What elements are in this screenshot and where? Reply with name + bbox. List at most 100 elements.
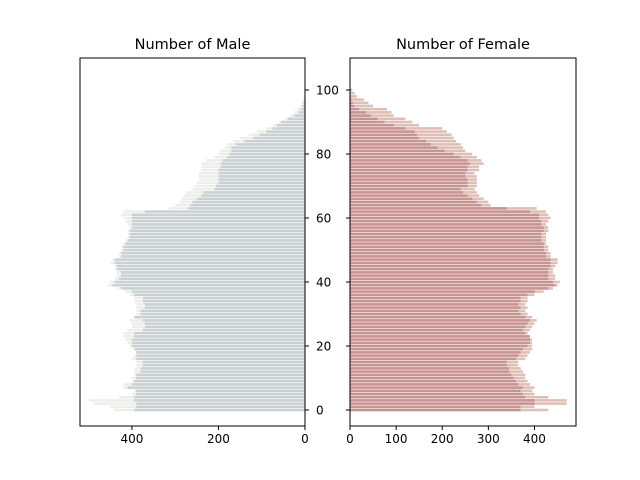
female-bar-age-18 [350,351,521,354]
female-bar-age-51 [350,245,544,249]
female-bar-age-86 [350,133,417,137]
female-bar-age-98 [350,95,357,98]
male-bar-age-47 [114,258,306,261]
male-bar-age-41 [118,277,305,281]
female-bar-age-13 [350,367,510,370]
male-x-tick-label-0: 400 [120,432,143,446]
male-bar-age-66 [196,197,305,201]
female-x-tick-label-0: 0 [346,432,354,446]
male-bar-age-42 [121,274,305,277]
male-bar-age-74 [218,171,305,175]
male-bar-age-67 [201,194,305,197]
female-bar-age-58 [350,223,542,226]
female-bar-age-71 [350,181,468,185]
female-bar-age-94 [350,107,360,111]
female-bar-age-62 [350,210,530,213]
female-bar-age-24 [350,331,526,335]
female-bar-age-22 [350,338,530,341]
female-bar-age-16 [350,357,517,361]
female-bar-age-46 [350,261,551,265]
female-bar-age-95 [350,104,355,108]
female-bar-age-79 [350,155,461,159]
male-bar-age-50 [123,248,306,252]
male-x-tick-label-1: 200 [207,432,230,446]
male-bar-age-60 [131,216,305,220]
female-bar-age-47 [350,258,551,261]
female-bar-age-99 [350,91,355,95]
male-bar-age-70 [216,184,305,188]
female-series-2 [350,91,556,412]
female-bar-age-54 [350,235,542,239]
male-bar-age-25 [142,328,305,332]
female-bar-age-3 [350,399,535,402]
female-bar-age-52 [350,242,544,245]
female-bar-age-72 [350,178,468,181]
male-bar-age-1 [136,405,305,409]
female-bar-age-44 [350,267,549,271]
male-bar-age-63 [188,207,305,210]
male-bar-age-39 [112,283,305,287]
female-x-tick-label-2: 200 [431,432,454,446]
female-bar-age-8 [350,383,519,386]
female-bar-age-26 [350,325,526,329]
male-bar-age-15 [142,360,305,364]
female-bar-age-19 [350,347,523,351]
male-bar-age-20 [131,344,305,348]
female-bar-age-96 [350,101,369,105]
male-bar-age-75 [218,168,305,172]
female-bar-age-67 [350,194,468,197]
female-chart-title: Number of Female [396,37,530,53]
female-bar-age-77 [350,162,470,165]
female-chart-panel: Number of Female 0 100 200 300 400 [346,37,577,446]
male-bar-age-37 [131,290,305,293]
male-bar-age-71 [218,181,305,185]
female-bar-age-33 [350,303,519,306]
male-bar-age-40 [114,280,306,284]
male-bar-age-16 [136,357,305,361]
male-y-tick-label-3: 60 [316,212,331,226]
male-bar-age-59 [131,219,305,223]
female-bar-age-45 [350,264,551,268]
male-bar-age-44 [116,267,305,271]
female-bar-age-91 [350,117,406,121]
male-bar-age-72 [218,178,305,181]
female-bar-age-55 [350,232,542,236]
male-bar-age-77 [220,162,306,165]
male-bar-age-61 [131,213,305,217]
male-y-tick-label-4: 80 [316,148,331,162]
male-bar-age-28 [142,319,305,322]
female-bar-age-42 [350,274,549,277]
female-bar-age-93 [350,111,367,114]
male-bar-age-18 [136,351,305,354]
female-bar-age-95 [350,104,374,108]
female-bar-age-43 [350,271,549,274]
male-bar-age-65 [192,200,305,204]
female-bar-age-20 [350,344,528,348]
female-bar-age-81 [350,149,445,153]
male-bar-age-94 [300,107,305,111]
male-bar-age-8 [131,383,305,386]
female-bar-age-94 [350,107,387,111]
male-bar-age-6 [136,389,305,393]
male-bar-age-38 [121,287,305,290]
female-bar-age-78 [350,159,468,162]
male-bar-age-82 [231,146,305,149]
male-bar-age-17 [136,354,305,357]
male-bar-age-89 [276,123,306,127]
male-bar-age-91 [287,117,305,121]
male-bar-age-22 [131,338,305,341]
male-bar-age-98 [303,95,305,98]
male-bar-age-36 [134,293,305,297]
male-bar-age-81 [231,149,305,153]
male-bar-age-68 [203,191,305,194]
female-bar-age-4 [350,395,526,399]
male-bar-age-51 [123,245,306,249]
female-bar-age-49 [350,251,547,255]
female-bar-age-41 [350,277,549,281]
male-bar-age-58 [131,223,305,226]
male-bar-age-23 [134,335,305,338]
male-y-tick-label-5: 100 [316,84,339,98]
male-bar-age-57 [131,226,305,229]
male-bar-age-97 [302,98,305,101]
male-axes-frame [79,57,306,427]
